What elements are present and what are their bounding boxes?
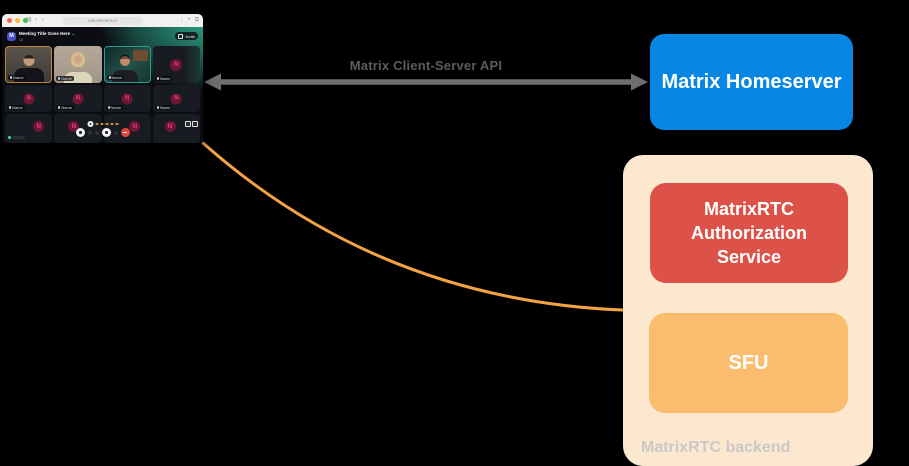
url-text: call.element.io [88,18,117,23]
letter-avatar: N [33,121,45,132]
homeserver-box: Matrix Homeserver [650,34,853,130]
avatar-tile[interactable]: N Name [152,85,200,112]
participant-body [63,72,92,83]
sfu-label: SFU [728,351,769,374]
invite-button[interactable]: Invite [175,32,198,40]
camera-icon [104,130,108,135]
homeserver-label: Matrix Homeserver [661,70,842,93]
video-tile[interactable]: Name [103,46,151,83]
sfu-box: SFU [649,313,848,413]
camera-button[interactable] [101,128,111,137]
avatar-tile[interactable]: N Name [103,85,151,112]
title-block[interactable]: Meeting Title Goes Here ⌄ 12 [19,31,75,42]
name-label: Name [8,75,26,80]
avatar-tile[interactable]: N Name [54,85,102,112]
sidebar-icon[interactable]: ▤ [26,17,32,23]
letter-avatar: N [170,93,182,104]
name-label: Name [56,76,74,81]
mic-muted-icon[interactable] [184,121,191,127]
url-bar[interactable]: call.element.io [62,16,143,25]
close-window-icon[interactable] [7,18,12,23]
participant-face [23,55,35,66]
avatar-tile[interactable]: N Name [5,85,53,112]
backend-box: MatrixRTC Authorization Service SFU Matr… [623,155,873,466]
presence-indicator [8,135,25,139]
name-label: Name [106,75,125,80]
participant-face [119,56,130,66]
letter-avatar: N [23,93,35,104]
page-indicator-active [87,121,93,127]
forward-icon[interactable]: › [42,17,44,23]
video-tile[interactable]: Name [54,46,102,83]
page-dot [110,122,113,126]
share-icon[interactable]: ↑ [180,17,184,23]
mic-icon [58,106,61,109]
mic-icon [78,130,82,135]
new-tab-icon[interactable]: + [187,17,191,23]
name-label: Name [56,105,74,110]
mic-icon [156,77,159,80]
mic-icon [58,77,61,80]
page-dot [105,122,108,126]
more-options-button[interactable] [113,130,118,135]
page-dot [95,122,98,126]
letter-avatar: N [121,93,133,104]
room-avatar: M [7,31,16,41]
client-backend-curve [201,141,624,312]
avatar-tile[interactable]: N [5,114,53,143]
tile-actions [184,121,198,127]
video-tile[interactable]: Name [5,46,53,83]
letter-avatar: N [164,121,176,132]
call-app: M Meeting Title Goes Here ⌄ 12 Invite Na… [2,27,203,143]
minimize-window-icon[interactable] [15,18,20,23]
mic-icon [10,76,12,79]
page-dot [115,122,118,126]
invite-label: Invite [185,33,195,39]
participant-count: 12 [19,37,23,42]
call-controls [75,128,130,137]
letter-avatar: N [68,121,80,132]
pagination-dots [87,121,118,127]
mic-options-button[interactable] [87,130,92,135]
name-label: Name [154,76,173,81]
invite-icon [178,33,184,39]
mic-icon [108,76,111,79]
name-label: Name [7,105,25,110]
client-server-arrow [204,73,648,91]
name-label: Name [154,105,173,110]
avatar-tile[interactable]: N [152,114,200,143]
backend-caption: MatrixRTC backend [641,439,791,456]
browser-actions: ↑ + ⧉ [180,17,199,24]
online-dot-icon [8,136,11,139]
call-browser-window: ▤ ‹ › call.element.io ↑ + ⧉ M Meeting Ti… [2,14,203,143]
arrow-label: Matrix Client-Server API [349,58,503,73]
letter-avatar: N [72,93,84,104]
mic-icon [156,106,159,109]
maximize-window-icon[interactable] [23,18,28,23]
browser-chrome: ▤ ‹ › call.element.io ↑ + ⧉ [2,14,203,28]
expand-icon[interactable] [192,121,198,127]
call-header: M Meeting Title Goes Here ⌄ 12 Invite [2,27,203,45]
name-label: Name [105,105,124,110]
camera-options-button[interactable] [94,130,99,135]
video-grid: Name Name Name N Name [5,46,200,143]
hangup-button[interactable] [120,128,130,137]
avatar-tile[interactable]: N Name [152,46,200,83]
tabs-icon[interactable]: ⧉ [194,17,199,23]
mic-button[interactable] [75,128,85,137]
chevron-down-icon: ⌄ [71,30,76,36]
page-dot [100,122,103,126]
back-icon[interactable]: ‹ [35,17,37,23]
traffic-lights [7,18,28,23]
letter-avatar: N [129,121,141,132]
hangup-icon [123,131,127,134]
meeting-title: Meeting Title Goes Here ⌄ [19,30,76,36]
auth-service-box: MatrixRTC Authorization Service [650,183,848,283]
letter-avatar: N [170,58,183,71]
mic-icon [9,106,11,109]
auth-service-label: MatrixRTC Authorization Service [691,198,807,268]
mic-icon [107,106,110,109]
